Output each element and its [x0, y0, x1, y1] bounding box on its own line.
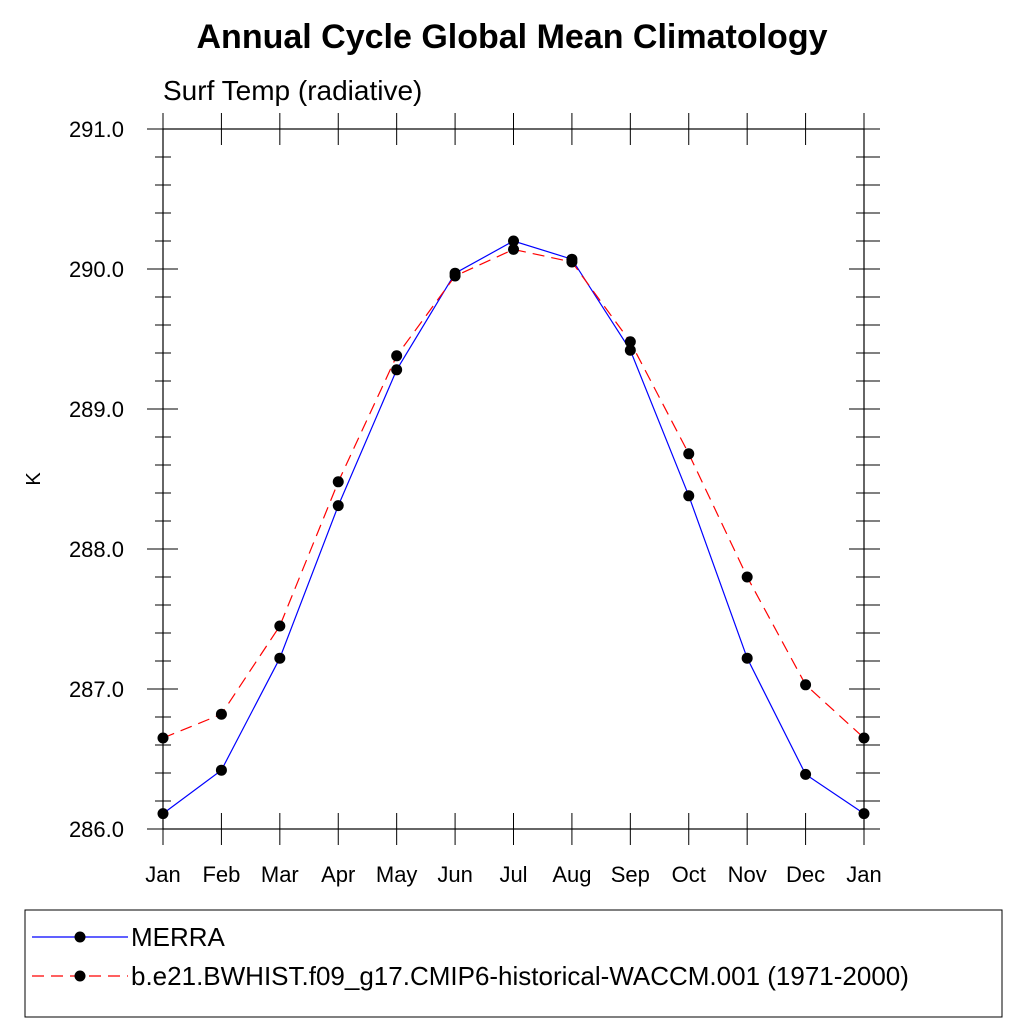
legend-label-1: MERRA [131, 922, 226, 952]
series-2-point [858, 732, 870, 744]
series-1-point [391, 364, 403, 376]
series-line-2 [162, 248, 865, 739]
x-tick-label: Jul [499, 862, 527, 887]
series-1-point [683, 490, 695, 502]
series-1-point [858, 808, 870, 820]
series-2-point [332, 476, 344, 488]
series-2-point [800, 679, 812, 691]
legend-box [24, 909, 1003, 1018]
axis-ticks: 286.0 287.0 288.0 289.0 290.0 291.0 Jan Feb Mar A… [69, 113, 882, 887]
series-1-point [800, 768, 812, 780]
x-tick-label: Oct [672, 862, 706, 887]
y-tick-label: 286.0 [69, 817, 124, 842]
y-axis-label: K [23, 472, 45, 486]
series-1-point [624, 344, 636, 356]
x-tick-label: May [376, 862, 418, 887]
x-tick-label: Apr [321, 862, 355, 887]
series-2-point [215, 708, 227, 720]
series-2-point [741, 571, 753, 583]
y-tick-label: 289.0 [69, 397, 124, 422]
series-1-point [508, 235, 519, 247]
y-tick-label: 291.0 [69, 117, 124, 142]
series-2-point [566, 256, 578, 268]
x-tick-label: Jan [846, 862, 881, 887]
plot-frame [162, 128, 865, 830]
legend-marker-2 [74, 970, 86, 982]
series-1-point [274, 652, 286, 664]
series-2-point [274, 620, 286, 632]
x-tick-label: Nov [728, 862, 767, 887]
series-1-point [157, 808, 169, 820]
x-tick-label: Jun [437, 862, 472, 887]
y-tick-label: 287.0 [69, 677, 124, 702]
series-1-point [332, 500, 344, 512]
y-tick-label: 290.0 [69, 257, 124, 282]
series-2-point [157, 732, 169, 744]
legend-label-2: b.e21.BWHIST.f09_g17.CMIP6-historical-WA… [131, 961, 909, 991]
x-tick-label: Feb [202, 862, 240, 887]
series-2-point [508, 243, 519, 255]
series-layer [157, 235, 870, 820]
y-tick-label: 288.0 [69, 537, 124, 562]
series-2-point [683, 448, 695, 460]
series-1-point [741, 652, 753, 664]
legend: MERRA b.e21.BWHIST.f09_g17.CMIP6-historic… [32, 922, 909, 991]
legend-marker-1 [74, 931, 86, 943]
x-tick-label: Aug [552, 862, 591, 887]
x-tick-label: Sep [611, 862, 650, 887]
series-2-point [449, 270, 461, 282]
series-2-point [624, 336, 636, 348]
x-tick-label: Dec [786, 862, 825, 887]
x-tick-label: Mar [261, 862, 299, 887]
series-line-1 [162, 240, 865, 815]
chart-subtitle: Surf Temp (radiative) [163, 75, 422, 106]
chart-title: Annual Cycle Global Mean Climatology [197, 18, 828, 56]
series-2-point [391, 350, 403, 362]
x-tick-label: Jan [145, 862, 180, 887]
series-1-point [215, 764, 227, 776]
